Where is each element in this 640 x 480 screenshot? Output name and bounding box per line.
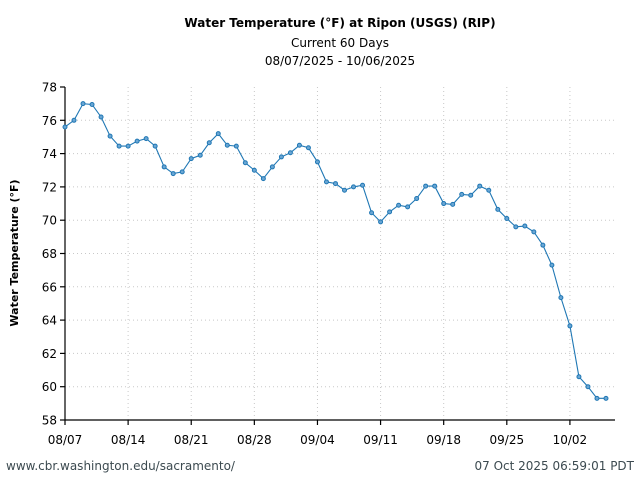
data-point bbox=[342, 187, 348, 193]
data-point bbox=[414, 196, 420, 202]
series-line bbox=[64, 103, 606, 399]
data-point bbox=[134, 138, 140, 144]
data-point bbox=[260, 176, 266, 182]
y-tick-label: 66 bbox=[42, 280, 57, 294]
data-point bbox=[89, 101, 95, 107]
x-tick-label: 09/11 bbox=[363, 433, 398, 447]
data-point bbox=[125, 143, 131, 149]
data-point bbox=[369, 210, 375, 216]
data-point bbox=[152, 143, 158, 149]
x-tick-label: 08/28 bbox=[237, 433, 272, 447]
x-tick-label: 08/07 bbox=[48, 433, 83, 447]
y-axis-label: Water Temperature (°F) bbox=[8, 179, 21, 326]
y-tick-label: 74 bbox=[42, 147, 57, 161]
chart-date-range: 08/07/2025 - 10/06/2025 bbox=[265, 54, 415, 68]
data-point bbox=[351, 184, 357, 190]
data-point bbox=[432, 183, 438, 189]
x-tick-label: 10/02 bbox=[553, 433, 588, 447]
x-tick-label: 08/21 bbox=[174, 433, 209, 447]
data-point bbox=[170, 171, 176, 177]
data-point bbox=[323, 179, 329, 185]
timestamp: 07 Oct 2025 06:59:01 PDT bbox=[474, 459, 634, 473]
data-point bbox=[287, 150, 293, 156]
data-point bbox=[179, 169, 185, 175]
y-tick-label: 64 bbox=[42, 314, 57, 328]
data-point bbox=[224, 142, 230, 148]
data-point bbox=[486, 187, 492, 193]
data-point bbox=[558, 295, 564, 301]
x-tick-label: 09/18 bbox=[426, 433, 461, 447]
data-point bbox=[567, 323, 573, 329]
data-point bbox=[594, 395, 600, 401]
data-point bbox=[405, 204, 411, 210]
y-tick-label: 76 bbox=[42, 114, 57, 128]
data-point bbox=[116, 143, 122, 149]
data-point bbox=[477, 183, 483, 189]
data-point bbox=[251, 167, 257, 173]
data-point bbox=[468, 192, 474, 198]
y-tick-label: 60 bbox=[42, 380, 57, 394]
data-point bbox=[62, 124, 68, 130]
data-point bbox=[332, 181, 338, 187]
data-point bbox=[585, 384, 591, 390]
data-point bbox=[206, 140, 212, 146]
x-tick-label: 09/04 bbox=[300, 433, 335, 447]
data-point bbox=[197, 152, 203, 158]
data-point bbox=[215, 131, 221, 137]
data-point bbox=[71, 117, 77, 123]
data-point bbox=[161, 164, 167, 170]
data-point bbox=[98, 114, 104, 120]
data-point bbox=[531, 229, 537, 235]
data-point bbox=[450, 201, 456, 207]
chart-title: Water Temperature (°F) at Ripon (USGS) (… bbox=[184, 16, 495, 30]
y-tick-label: 62 bbox=[42, 347, 57, 361]
data-point bbox=[549, 262, 555, 268]
source-url: www.cbr.washington.edu/sacramento/ bbox=[6, 459, 236, 473]
data-point bbox=[80, 101, 86, 107]
data-point bbox=[459, 191, 465, 197]
data-point bbox=[522, 223, 528, 229]
data-point bbox=[513, 224, 519, 230]
data-point bbox=[603, 395, 609, 401]
data-point bbox=[360, 182, 366, 188]
data-point bbox=[278, 154, 284, 160]
chart-subtitle: Current 60 Days bbox=[291, 36, 389, 50]
data-point bbox=[378, 219, 384, 225]
data-point bbox=[396, 202, 402, 208]
y-axis-ticks: 58 60 62 64 66 68 70 72 74 76 78 bbox=[42, 81, 65, 428]
data-point bbox=[107, 133, 113, 139]
x-axis-ticks: 08/07 08/14 08/21 08/28 09/04 09/11 09/18 09/25… bbox=[48, 420, 588, 447]
y-tick-label: 78 bbox=[42, 81, 57, 95]
y-tick-label: 58 bbox=[42, 414, 57, 428]
data-point bbox=[296, 142, 302, 148]
y-tick-label: 70 bbox=[42, 214, 57, 228]
data-point bbox=[387, 209, 393, 215]
x-tick-label: 09/25 bbox=[490, 433, 525, 447]
data-point bbox=[423, 183, 429, 189]
data-point bbox=[314, 159, 320, 165]
data-point bbox=[242, 160, 248, 166]
data-point bbox=[188, 156, 194, 162]
y-tick-label: 68 bbox=[42, 247, 57, 261]
data-point bbox=[233, 143, 239, 149]
data-point bbox=[576, 374, 582, 380]
data-point bbox=[504, 216, 510, 222]
series-water-temperature bbox=[62, 101, 609, 401]
data-point bbox=[269, 164, 275, 170]
data-point bbox=[305, 145, 311, 151]
x-tick-label: 08/14 bbox=[111, 433, 146, 447]
y-tick-label: 72 bbox=[42, 180, 57, 194]
data-point bbox=[143, 136, 149, 142]
data-point bbox=[441, 201, 447, 207]
data-point bbox=[540, 242, 546, 248]
data-point bbox=[495, 206, 501, 212]
